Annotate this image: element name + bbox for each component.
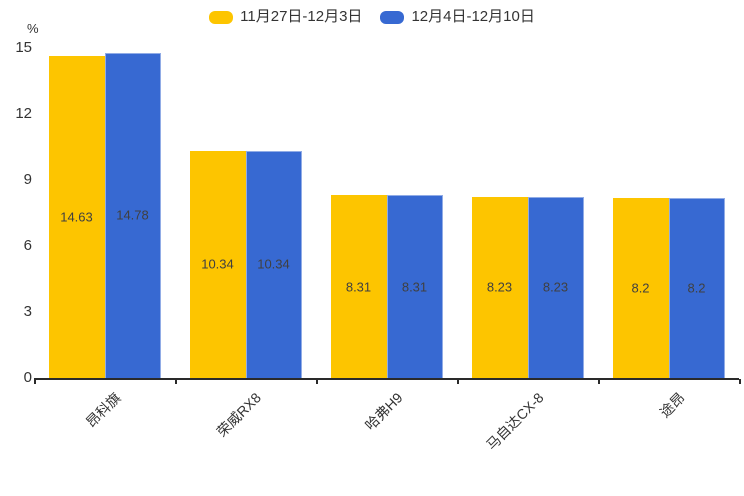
legend-swatch-blue-icon [380, 10, 405, 24]
bar [612, 197, 669, 378]
bar [668, 197, 725, 378]
legend-item-series-1[interactable]: 12月4日-12月10日 [380, 6, 535, 28]
x-axis-tick [316, 379, 318, 384]
category-label: 哈弗H9 [361, 389, 406, 434]
bar-value-label: 8.2 [687, 280, 706, 296]
bar [330, 195, 387, 378]
y-tick-label: 15 [15, 39, 32, 56]
legend-label-series-0: 11月27日-12月3日 [240, 8, 363, 25]
bar-value-label: 8.31 [345, 279, 372, 295]
x-axis-tick [457, 379, 459, 384]
x-axis-line [34, 378, 739, 380]
bar [245, 150, 302, 378]
bar-value-label: 8.31 [401, 279, 428, 295]
bar-value-label: 14.78 [116, 207, 149, 223]
x-axis-tick [739, 379, 741, 384]
bar [386, 195, 443, 378]
bar [48, 56, 105, 378]
x-axis-tick [34, 379, 36, 384]
y-axis-unit-label: % [27, 21, 39, 36]
bar-value-label: 10.34 [201, 256, 234, 272]
category-label: 马自达CX-8 [482, 389, 547, 453]
chart-legend: 11月27日-12月3日 12月4日-12月10日 [0, 6, 744, 28]
bar [527, 196, 584, 378]
bar [104, 52, 161, 378]
bar-value-label: 8.23 [542, 279, 569, 295]
y-tick-label: 0 [23, 369, 32, 386]
x-axis-tick [598, 379, 600, 384]
category-label: 途昂 [656, 389, 688, 421]
bar-value-label: 10.34 [257, 256, 290, 272]
y-tick-label: 3 [23, 303, 32, 320]
bar-value-label: 8.23 [486, 279, 513, 295]
legend-swatch-yellow-icon [209, 10, 234, 24]
y-tick-label: 12 [15, 105, 32, 122]
y-tick-label: 9 [23, 171, 32, 188]
bar [471, 196, 528, 378]
bar-value-label: 8.2 [631, 280, 650, 296]
x-axis-tick [175, 379, 177, 384]
bar [189, 150, 246, 378]
category-label: 昂科旗 [82, 389, 124, 431]
legend-label-series-1: 12月4日-12月10日 [411, 8, 535, 25]
y-tick-label: 6 [23, 237, 32, 254]
category-label: 荣威RX8 [213, 389, 265, 440]
bar-value-label: 14.63 [60, 209, 93, 225]
legend-item-series-0[interactable]: 11月27日-12月3日 [209, 6, 362, 28]
